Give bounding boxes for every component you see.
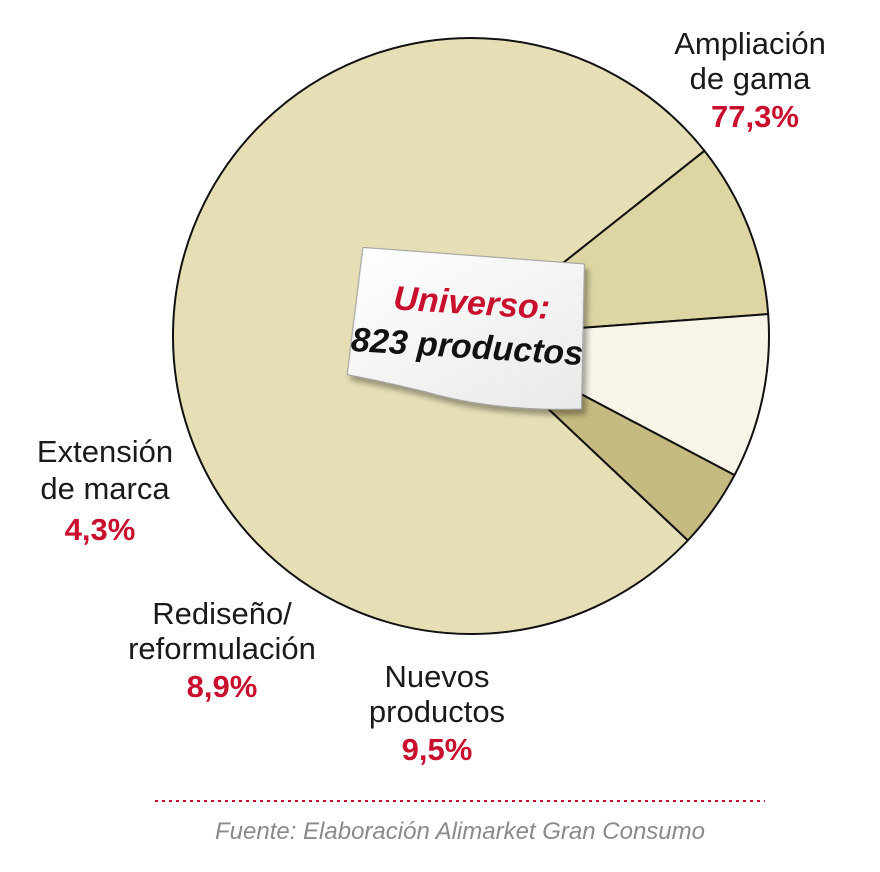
label-extension-line1: Extensión (37, 434, 173, 469)
label-ampliacion-line1: Ampliación (674, 26, 826, 61)
value-label-rediseno: 8,9% (187, 669, 258, 704)
center-note-card (346, 246, 585, 410)
label-extension-line2: de marca (40, 471, 170, 506)
label-nuevos-line2: productos (369, 694, 505, 729)
label-nuevos: Nuevos productos 9,5% (369, 659, 505, 767)
value-label-ampliacion: 77,3% (711, 99, 799, 134)
label-rediseno-line2: reformulación (128, 631, 316, 666)
label-extension: Extensión de marca 4,3% (37, 434, 173, 547)
label-rediseno-line1: Rediseño/ (152, 596, 292, 631)
center-note: Universo: 823 productos (346, 246, 585, 410)
label-rediseno: Rediseño/ reformulación 8,9% (128, 596, 316, 704)
label-ampliacion-line2: de gama (690, 61, 811, 96)
source-note: Fuente: Elaboración Alimarket Gran Consu… (215, 818, 705, 845)
label-ampliacion: Ampliación de gama 77,3% (674, 26, 826, 134)
value-label-extension: 4,3% (65, 512, 136, 547)
label-nuevos-line1: Nuevos (384, 659, 489, 694)
value-label-nuevos: 9,5% (402, 732, 473, 767)
